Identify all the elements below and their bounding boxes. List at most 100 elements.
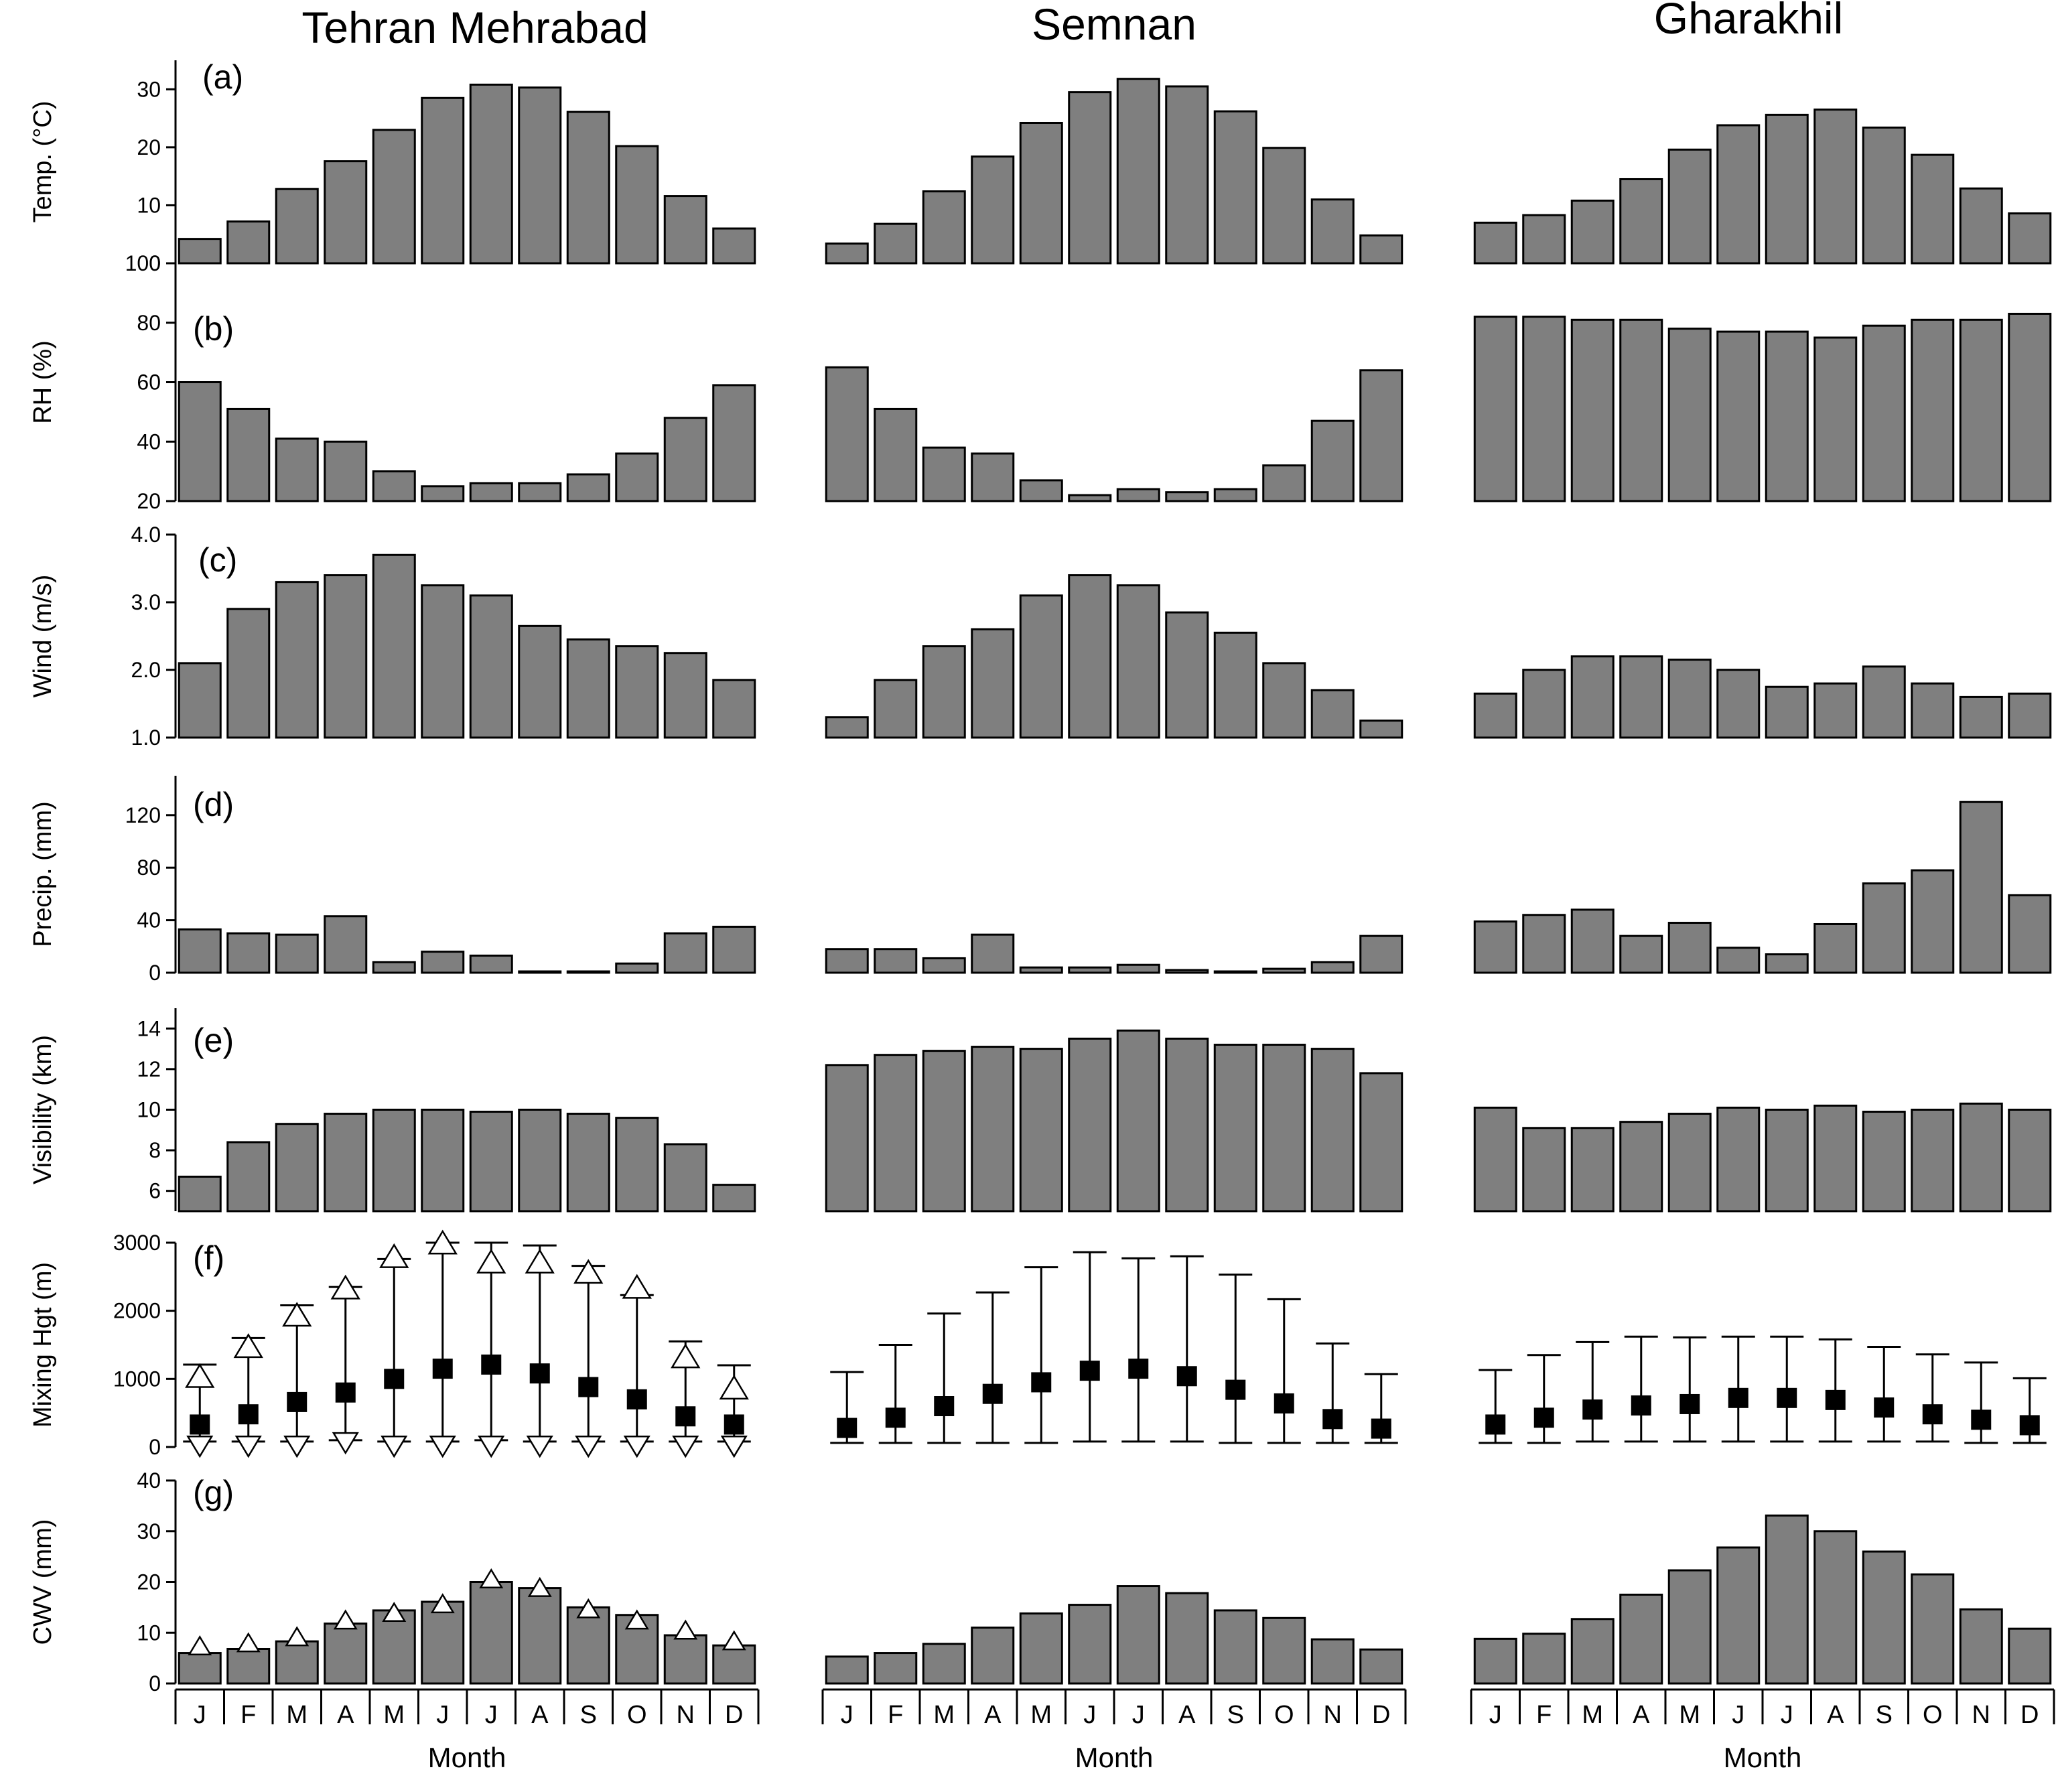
mean-marker bbox=[578, 1377, 599, 1397]
bar bbox=[1116, 1585, 1160, 1685]
x-axis-label: Month bbox=[1075, 1742, 1154, 1773]
bar bbox=[178, 381, 222, 502]
bar bbox=[874, 222, 918, 265]
bar bbox=[226, 932, 271, 974]
bar bbox=[1165, 611, 1209, 739]
bar bbox=[1959, 1102, 2003, 1213]
bar bbox=[971, 1046, 1015, 1213]
bar bbox=[178, 1652, 222, 1685]
triangle-up-marker bbox=[185, 1363, 215, 1388]
bar bbox=[1213, 1044, 1257, 1213]
mean-marker bbox=[1679, 1393, 1700, 1414]
bar bbox=[1522, 669, 1566, 739]
triangle-down-marker bbox=[672, 1435, 699, 1458]
bar bbox=[1310, 1638, 1355, 1685]
y-tick-label: 40 bbox=[137, 1468, 161, 1493]
series-semnan bbox=[830, 1251, 1398, 1444]
bar bbox=[518, 970, 562, 974]
y-tick-label: 3.0 bbox=[131, 590, 161, 614]
bar bbox=[1068, 574, 1112, 739]
mean-marker bbox=[287, 1391, 307, 1412]
bar bbox=[1667, 328, 1712, 502]
bar bbox=[1959, 318, 2003, 502]
bar bbox=[1522, 914, 1566, 974]
y-tick-label: 20 bbox=[137, 1570, 161, 1594]
bar bbox=[1619, 318, 1663, 502]
series-gharakhil bbox=[1479, 1335, 2047, 1444]
bar bbox=[2008, 212, 2052, 265]
bar bbox=[275, 1123, 319, 1213]
y-tick-label: 60 bbox=[137, 370, 161, 395]
bar bbox=[712, 1184, 756, 1213]
panel-label: (g) bbox=[193, 1474, 234, 1511]
x-tick-label: O bbox=[1274, 1701, 1294, 1729]
mean-marker bbox=[1225, 1379, 1246, 1400]
bar bbox=[1068, 1604, 1112, 1685]
bar bbox=[1310, 419, 1355, 502]
bar bbox=[1473, 1106, 1517, 1213]
y-tick-label: 100 bbox=[125, 251, 161, 275]
bar bbox=[615, 145, 659, 265]
bar bbox=[226, 608, 271, 739]
x-tick-label: S bbox=[1227, 1701, 1244, 1729]
y-tick-label: 120 bbox=[125, 803, 161, 827]
bar bbox=[825, 1064, 869, 1213]
x-tick-label: N bbox=[1324, 1701, 1342, 1729]
triangle-down-marker bbox=[283, 1435, 311, 1458]
bar bbox=[1911, 153, 1955, 265]
triangle-up-marker bbox=[673, 1619, 698, 1640]
triangle-down-marker bbox=[575, 1435, 602, 1458]
series-tehran-mehrabad bbox=[183, 1229, 751, 1458]
x-tick-label: J bbox=[1083, 1701, 1096, 1729]
bar bbox=[1359, 1072, 1403, 1213]
bar bbox=[1068, 91, 1112, 265]
y-tick-label: 10 bbox=[137, 1621, 161, 1645]
bar bbox=[874, 679, 918, 739]
bar bbox=[1359, 935, 1403, 974]
bar bbox=[922, 1050, 966, 1213]
bar bbox=[1213, 1609, 1257, 1685]
bar bbox=[469, 594, 513, 739]
mean-marker bbox=[837, 1418, 858, 1438]
mean-marker bbox=[724, 1414, 744, 1435]
mean-marker bbox=[1874, 1397, 1895, 1418]
y-tick-label: 6 bbox=[149, 1179, 161, 1203]
bar bbox=[1911, 318, 1955, 502]
bar bbox=[372, 961, 416, 974]
x-tick-label: M bbox=[1679, 1701, 1700, 1729]
y-tick-label: 2.0 bbox=[131, 658, 161, 682]
y-tick-label: 1.0 bbox=[131, 726, 161, 750]
bar bbox=[1959, 1608, 2003, 1685]
triangle-up-marker bbox=[573, 1259, 604, 1284]
x-tick-label: M bbox=[933, 1701, 955, 1729]
bar bbox=[1619, 1121, 1663, 1213]
bar bbox=[1359, 719, 1403, 739]
bar bbox=[469, 83, 513, 265]
series-semnan bbox=[825, 574, 1403, 739]
bar bbox=[922, 645, 966, 739]
bar bbox=[1116, 1029, 1160, 1213]
bar bbox=[1667, 659, 1712, 739]
station-titles: Tehran Mehrabad Semnan Gharakhil bbox=[301, 0, 1843, 52]
bar bbox=[1262, 967, 1306, 974]
bar bbox=[1570, 1127, 1615, 1213]
bar bbox=[922, 446, 966, 502]
bar bbox=[566, 111, 610, 265]
bar bbox=[825, 948, 869, 974]
bar bbox=[1862, 882, 1906, 974]
x-tick-label: A bbox=[337, 1701, 354, 1729]
bar bbox=[178, 662, 222, 739]
triangle-up-marker bbox=[576, 1598, 601, 1618]
mean-marker bbox=[675, 1406, 696, 1427]
bar bbox=[712, 925, 756, 974]
bar bbox=[1911, 869, 1955, 974]
series-semnan bbox=[825, 78, 1403, 265]
bar bbox=[518, 482, 562, 502]
bar bbox=[712, 679, 756, 739]
y-tick-label: 40 bbox=[137, 908, 161, 933]
bar bbox=[421, 951, 465, 974]
bar bbox=[1165, 969, 1209, 974]
bar bbox=[178, 928, 222, 974]
bar bbox=[1262, 1044, 1306, 1213]
